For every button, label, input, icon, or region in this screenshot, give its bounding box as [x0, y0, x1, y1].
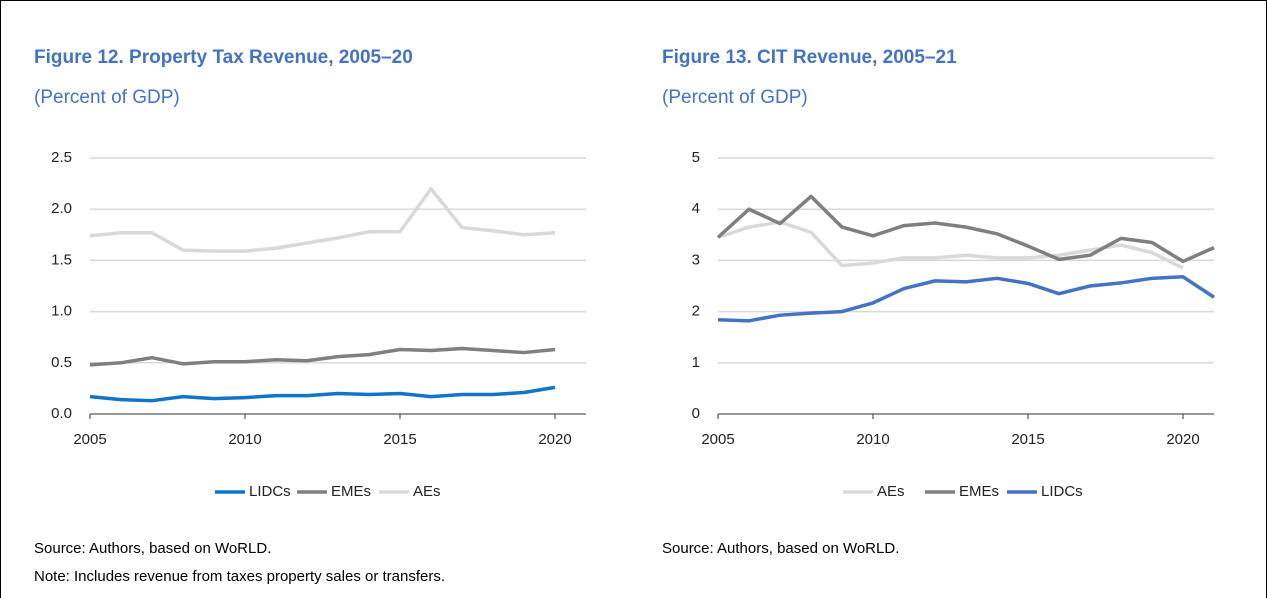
line	[716, 194, 1215, 264]
y-tick-label: 0	[692, 405, 700, 422]
y-tick-label: 2.5	[51, 149, 72, 166]
legend-label: EMEs	[959, 483, 999, 500]
x-tick-label: 2010	[228, 431, 261, 448]
line	[89, 186, 556, 253]
legend-label: LIDCs	[249, 483, 291, 500]
legend-label: EMEs	[331, 483, 371, 500]
line	[717, 275, 1215, 323]
chart-title: Figure 13. CIT Revenue, 2005–21	[662, 47, 957, 68]
legend-label: AEs	[877, 483, 905, 500]
y-tick-label: 2	[692, 303, 700, 320]
x-tick-label: 2005	[73, 431, 106, 448]
y-tick-label: 2.0	[51, 200, 72, 217]
chart-subtitle: (Percent of GDP)	[662, 87, 808, 108]
y-tick-label: 5	[692, 149, 700, 166]
y-tick-label: 0.0	[51, 405, 72, 422]
legend-label: AEs	[413, 483, 441, 500]
x-tick-label: 2005	[701, 431, 734, 448]
line	[717, 220, 1184, 270]
line	[89, 385, 556, 403]
y-tick-label: 0.5	[51, 354, 72, 371]
x-tick-label: 2015	[383, 431, 416, 448]
line	[89, 346, 556, 367]
chart-subtitle: (Percent of GDP)	[34, 87, 180, 108]
y-tick-label: 1	[692, 354, 700, 371]
y-tick-label: 1.0	[51, 303, 72, 320]
y-tick-label: 3	[692, 251, 700, 268]
x-tick-label: 2020	[538, 431, 571, 448]
note: Note: Includes revenue from taxes proper…	[34, 568, 445, 585]
chart-title: Figure 12. Property Tax Revenue, 2005–20	[34, 47, 413, 68]
x-tick-label: 2020	[1166, 431, 1199, 448]
y-tick-label: 4	[692, 200, 700, 217]
source: Source: Authors, based on WoRLD.	[662, 540, 899, 557]
x-tick-label: 2015	[1011, 431, 1044, 448]
legend-label: LIDCs	[1041, 483, 1083, 500]
y-tick-label: 1.5	[51, 251, 72, 268]
source: Source: Authors, based on WoRLD.	[34, 540, 271, 557]
x-tick-label: 2010	[856, 431, 889, 448]
